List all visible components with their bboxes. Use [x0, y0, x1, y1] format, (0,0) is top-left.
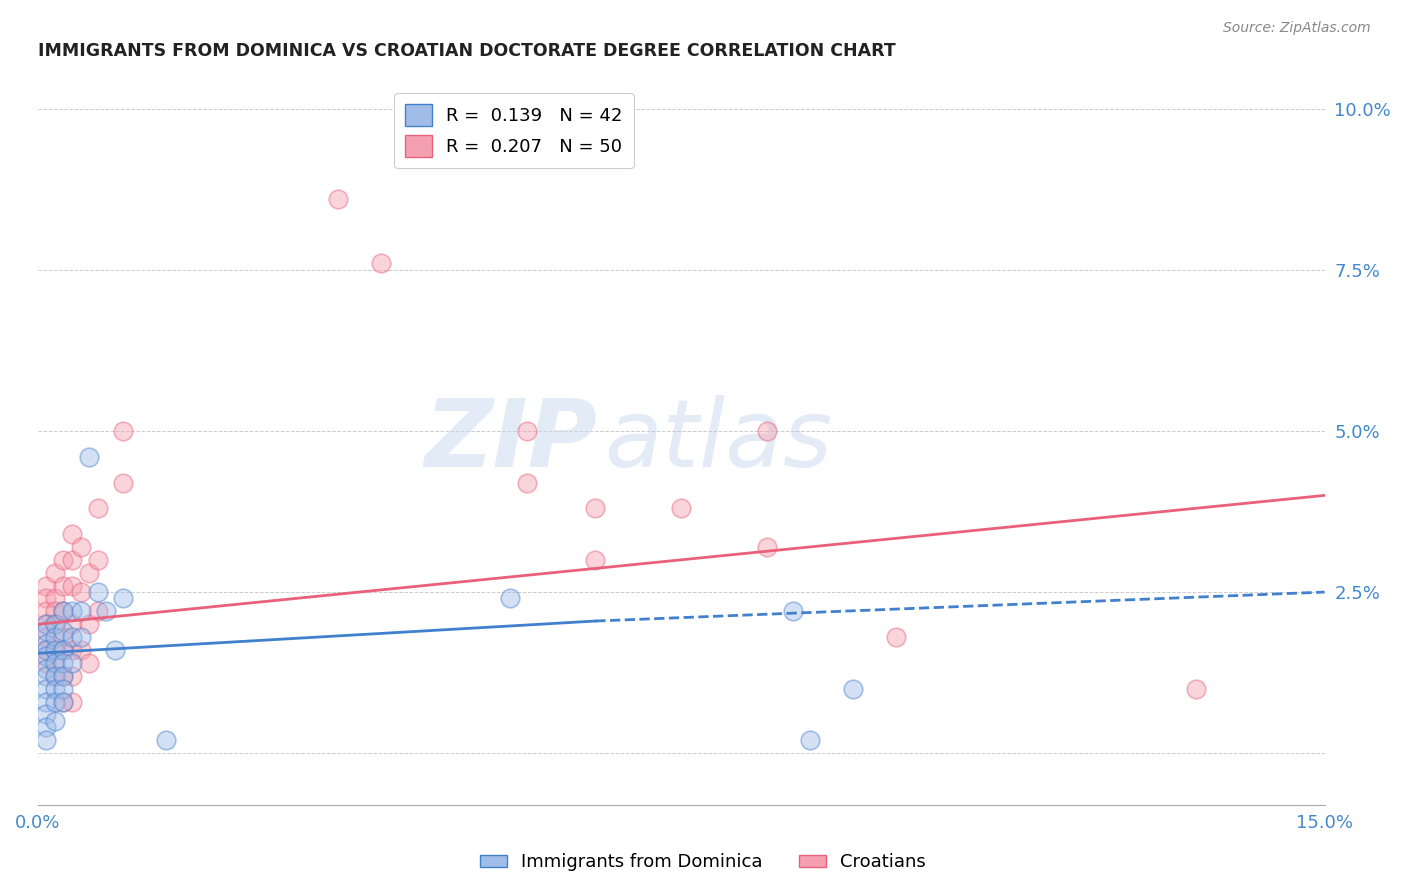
Point — [498, 591, 520, 606]
Point — [104, 643, 127, 657]
Point — [35, 624, 58, 638]
Point — [52, 656, 75, 670]
Point — [52, 630, 75, 644]
Point — [52, 579, 75, 593]
Point — [44, 656, 66, 670]
Point — [69, 540, 91, 554]
Point — [35, 681, 58, 696]
Point — [44, 566, 66, 580]
Point — [69, 643, 91, 657]
Point — [44, 617, 66, 632]
Point — [782, 604, 804, 618]
Point — [35, 669, 58, 683]
Point — [44, 591, 66, 606]
Point — [60, 669, 83, 683]
Point — [155, 733, 177, 747]
Text: ZIP: ZIP — [425, 394, 598, 487]
Point — [35, 617, 58, 632]
Point — [60, 643, 83, 657]
Point — [60, 579, 83, 593]
Point — [69, 604, 91, 618]
Point — [1185, 681, 1208, 696]
Point — [44, 669, 66, 683]
Point — [69, 630, 91, 644]
Point — [52, 643, 75, 657]
Point — [60, 695, 83, 709]
Point — [52, 669, 75, 683]
Legend: R =  0.139   N = 42, R =  0.207   N = 50: R = 0.139 N = 42, R = 0.207 N = 50 — [394, 93, 634, 168]
Point — [35, 591, 58, 606]
Point — [35, 649, 58, 664]
Point — [44, 604, 66, 618]
Point — [52, 681, 75, 696]
Point — [87, 585, 110, 599]
Point — [516, 475, 538, 490]
Text: atlas: atlas — [605, 395, 832, 486]
Point — [60, 656, 83, 670]
Point — [44, 681, 66, 696]
Point — [52, 643, 75, 657]
Point — [52, 604, 75, 618]
Point — [35, 579, 58, 593]
Point — [35, 733, 58, 747]
Point — [755, 424, 778, 438]
Point — [77, 656, 100, 670]
Point — [52, 604, 75, 618]
Point — [35, 643, 58, 657]
Point — [44, 695, 66, 709]
Point — [35, 637, 58, 651]
Point — [44, 617, 66, 632]
Point — [799, 733, 821, 747]
Point — [583, 501, 606, 516]
Point — [44, 669, 66, 683]
Point — [35, 662, 58, 676]
Point — [60, 604, 83, 618]
Point — [69, 585, 91, 599]
Point — [35, 630, 58, 644]
Point — [77, 566, 100, 580]
Point — [60, 617, 83, 632]
Point — [112, 424, 135, 438]
Point — [60, 527, 83, 541]
Point — [755, 540, 778, 554]
Point — [44, 714, 66, 728]
Point — [669, 501, 692, 516]
Point — [44, 643, 66, 657]
Point — [884, 630, 907, 644]
Point — [52, 669, 75, 683]
Point — [841, 681, 863, 696]
Point — [52, 695, 75, 709]
Point — [60, 553, 83, 567]
Point — [52, 624, 75, 638]
Point — [44, 630, 66, 644]
Point — [35, 656, 58, 670]
Point — [77, 450, 100, 464]
Point — [326, 192, 349, 206]
Point — [35, 604, 58, 618]
Point — [77, 617, 100, 632]
Point — [60, 630, 83, 644]
Point — [35, 617, 58, 632]
Point — [112, 591, 135, 606]
Text: Source: ZipAtlas.com: Source: ZipAtlas.com — [1223, 21, 1371, 35]
Legend: Immigrants from Dominica, Croatians: Immigrants from Dominica, Croatians — [472, 847, 934, 879]
Point — [44, 643, 66, 657]
Point — [112, 475, 135, 490]
Text: IMMIGRANTS FROM DOMINICA VS CROATIAN DOCTORATE DEGREE CORRELATION CHART: IMMIGRANTS FROM DOMINICA VS CROATIAN DOC… — [38, 42, 896, 60]
Point — [44, 656, 66, 670]
Point — [35, 707, 58, 722]
Point — [87, 604, 110, 618]
Point — [87, 553, 110, 567]
Point — [583, 553, 606, 567]
Point — [87, 501, 110, 516]
Point — [52, 695, 75, 709]
Point — [516, 424, 538, 438]
Point — [35, 643, 58, 657]
Point — [35, 695, 58, 709]
Point — [52, 553, 75, 567]
Point — [96, 604, 118, 618]
Point — [35, 720, 58, 734]
Point — [370, 256, 392, 270]
